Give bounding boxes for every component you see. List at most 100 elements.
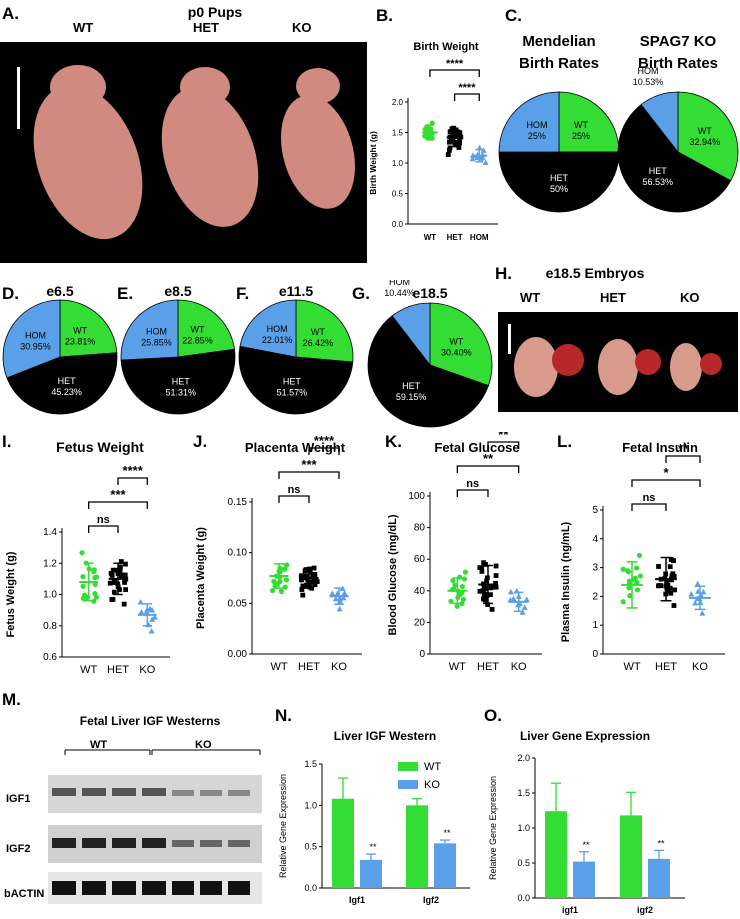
pie-label-value: 26.42% <box>303 338 334 348</box>
pie-slice-het <box>6 352 118 415</box>
data-point <box>284 562 290 568</box>
data-point <box>137 599 144 605</box>
y-tick-label: 3 <box>592 563 598 574</box>
data-point <box>304 582 309 588</box>
data-point <box>310 574 316 579</box>
significance-bracket <box>631 503 667 511</box>
blot-band-igf1: IGF1 <box>6 793 31 805</box>
data-point <box>620 599 626 605</box>
data-point <box>461 576 468 582</box>
data-point <box>493 573 499 578</box>
pie-label-value: 22.01% <box>262 335 293 345</box>
data-point <box>477 565 483 571</box>
significance-label: * <box>663 465 669 480</box>
panel-letter-j: J. <box>193 432 208 451</box>
data-point <box>448 598 454 604</box>
data-point <box>118 574 124 580</box>
pie-slice-wt <box>677 91 739 182</box>
x-tick-label: igf2 <box>637 905 653 915</box>
fetal-glucose-chart: Fetal Glucose 0 20 40 60 80 100 Blood Glucose (… <box>387 432 542 673</box>
y-tick-label: 1 <box>592 620 598 631</box>
data-point <box>482 597 488 603</box>
data-point <box>282 566 288 572</box>
x-tick-label: HOM <box>470 233 489 242</box>
panel-letter-m: M. <box>2 690 21 709</box>
data-point <box>92 581 98 588</box>
data-point <box>278 588 285 594</box>
bar-ko <box>434 843 456 888</box>
data-point <box>149 616 156 622</box>
significance-bracket <box>88 501 148 509</box>
y-tick-label: 100 <box>408 491 425 502</box>
data-point <box>488 592 493 598</box>
pie-slice-het <box>498 151 620 213</box>
panel-a-label-ko: KO <box>292 20 312 35</box>
data-point <box>269 587 276 594</box>
pie-title: SPAG7 KO <box>640 33 717 50</box>
significance-bracket <box>308 447 340 455</box>
pie-label-name: HOM <box>25 330 46 340</box>
pie-slice-het <box>367 315 489 428</box>
x-tick-label: Igf1 <box>349 895 365 905</box>
y-tick-label: 0.05 <box>228 598 248 609</box>
chart-title: Liver Gene Expression <box>520 729 650 743</box>
significance-bracket <box>487 441 520 449</box>
blot-band-igf2: IGF2 <box>6 843 31 855</box>
y-axis-label: Birth Weight (g) <box>368 131 378 195</box>
liver-gene-expression-chart: Liver Gene Expression 0.0 0.5 1.0 1.5 2.0 Rela… <box>488 729 685 915</box>
panel-letter-f: F. <box>236 284 250 303</box>
pie-label-value: 23.81% <box>65 336 96 346</box>
data-point <box>671 603 677 608</box>
y-tick-label: 0.00 <box>228 649 248 660</box>
pie-label-value: 51.57% <box>277 387 308 397</box>
y-tick-label: 1.4 <box>43 527 57 538</box>
data-point <box>110 567 116 573</box>
legend-label: WT <box>424 761 441 773</box>
y-tick-label: 1.5 <box>517 788 530 798</box>
significance-label: *** <box>110 487 126 502</box>
panel-letter-n: N. <box>275 706 292 725</box>
significance-label: ** <box>498 432 509 442</box>
data-point <box>447 129 453 135</box>
data-point <box>300 592 306 598</box>
panel-letter-g: G. <box>352 284 370 303</box>
pie-label-name: HET <box>58 376 77 386</box>
data-point <box>469 155 476 162</box>
pie-label-name: WT <box>190 325 204 335</box>
bar-wt <box>545 811 567 898</box>
significance-label: **** <box>446 58 464 70</box>
pie-label-name: HET <box>172 377 191 387</box>
pie-label-value: 56.53% <box>643 177 674 187</box>
data-point <box>688 590 695 597</box>
data-point <box>620 566 626 572</box>
x-tick-label: WT <box>424 233 437 242</box>
data-point <box>341 590 348 596</box>
bar-annotation: ** <box>657 838 665 848</box>
data-point <box>305 577 311 583</box>
significance-bracket <box>117 477 148 485</box>
data-point <box>111 589 117 595</box>
data-point <box>336 605 343 612</box>
panel-a-label-het: HET <box>193 20 219 35</box>
pie-slice-wt <box>558 91 620 153</box>
bar-wt <box>406 805 428 888</box>
data-point <box>138 609 145 615</box>
data-point <box>450 577 456 584</box>
pie-slice-het <box>120 348 236 415</box>
pie-label-value: 51.31% <box>166 388 197 398</box>
bar-wt <box>620 815 642 898</box>
data-point <box>699 610 706 616</box>
y-tick-label: 0.5 <box>304 842 317 852</box>
data-point <box>108 570 114 576</box>
data-point <box>429 120 435 126</box>
data-point <box>480 588 486 594</box>
data-point <box>493 563 499 569</box>
data-point <box>451 130 457 136</box>
data-point <box>489 606 495 612</box>
y-tick-label: 1.0 <box>43 590 57 601</box>
y-tick-label: 40 <box>414 586 426 597</box>
pie-title: Birth Rates <box>519 55 599 72</box>
significance-label: ** <box>483 451 494 466</box>
